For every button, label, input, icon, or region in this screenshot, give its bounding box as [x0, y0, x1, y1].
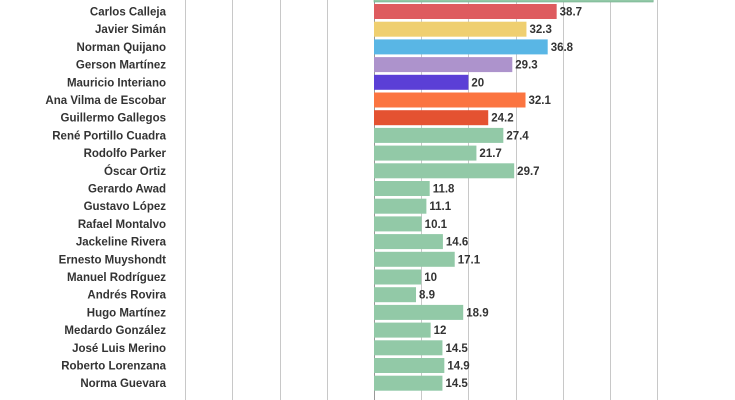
bar	[374, 127, 504, 143]
bar	[374, 358, 445, 373]
category-label: José Luis Merino	[72, 343, 166, 355]
bar	[374, 287, 417, 303]
value-label: 8.9	[419, 290, 435, 302]
bar	[374, 375, 443, 391]
value-label: 21.7	[479, 148, 501, 160]
value-label: 29.7	[517, 166, 539, 178]
value-label: 14.9	[447, 361, 469, 373]
value-label: 32.3	[529, 24, 551, 36]
value-label: 32.1	[529, 95, 552, 107]
category-label: Ana Vilma de Escobar	[45, 95, 166, 107]
category-labels: Carlos Calleja Javier Simán Norman Quijano…	[45, 7, 166, 391]
bar	[374, 304, 464, 320]
bar	[374, 39, 548, 55]
category-label: René Portillo Cuadra	[52, 130, 166, 142]
category-label: Carlos Calleja	[90, 7, 167, 19]
category-label: Gustavo López	[84, 201, 167, 213]
bar	[374, 21, 527, 37]
value-label: 11.8	[433, 184, 455, 196]
value-label: 29.3	[515, 60, 537, 72]
bars	[374, 4, 557, 391]
bar	[374, 216, 422, 232]
value-label: 14.5	[445, 378, 468, 390]
category-label: Medardo González	[64, 325, 166, 337]
bar	[374, 4, 557, 19]
category-label: Ernesto Muyshondt	[59, 254, 167, 266]
category-label: Rafael Montalvo	[78, 219, 166, 231]
value-label: 24.2	[491, 113, 513, 125]
bar	[374, 198, 427, 214]
value-label: 36.8	[551, 42, 574, 54]
bar	[374, 163, 515, 179]
category-label: Norma Guevara	[80, 378, 166, 390]
category-label: Mauricio Interiano	[67, 77, 166, 89]
value-label: 11.1	[429, 201, 451, 213]
bar	[374, 269, 422, 285]
bar	[374, 322, 431, 338]
bar	[374, 110, 489, 126]
bar	[374, 92, 526, 108]
category-label: Rodolfo Parker	[84, 148, 167, 160]
bar	[374, 181, 430, 196]
partial-top-bar	[373, 0, 654, 3]
value-label: 10.1	[425, 219, 448, 231]
bar	[374, 234, 443, 250]
category-label: Andrés Rovira	[87, 290, 166, 302]
value-label: 38.7	[560, 7, 582, 19]
value-label: 18.9	[466, 307, 488, 319]
value-labels: 38.7 32.336.8 29.3 20 32.1 24.2 27.4 21.7 29.7 11…	[419, 7, 582, 391]
bar	[374, 74, 469, 90]
bar	[374, 57, 513, 73]
value-label: 20	[471, 77, 484, 89]
category-label: Gerson Martínez	[76, 60, 166, 72]
category-label: Jackeline Rivera	[76, 237, 167, 249]
value-label: 14.6	[446, 237, 468, 249]
value-label: 10	[424, 272, 437, 284]
category-label: Norman Quijano	[77, 42, 166, 54]
category-label: Óscar Ortiz	[104, 165, 166, 178]
category-label: Manuel Rodríguez	[67, 272, 166, 284]
value-label: 14.5	[445, 343, 468, 355]
category-label: Javier Simán	[95, 24, 166, 36]
value-label: 17.1	[458, 254, 481, 266]
bar	[374, 251, 455, 267]
category-label: Gerardo Awad	[88, 184, 166, 196]
category-label: Hugo Martínez	[87, 307, 166, 319]
category-label: Roberto Lorenzana	[61, 361, 166, 373]
bar	[374, 340, 443, 356]
partial-bar	[373, 0, 654, 3]
value-label: 12	[434, 325, 447, 337]
bar	[374, 145, 477, 161]
value-label: 27.4	[506, 130, 529, 142]
category-label: Guillermo Gallegos	[61, 113, 166, 125]
